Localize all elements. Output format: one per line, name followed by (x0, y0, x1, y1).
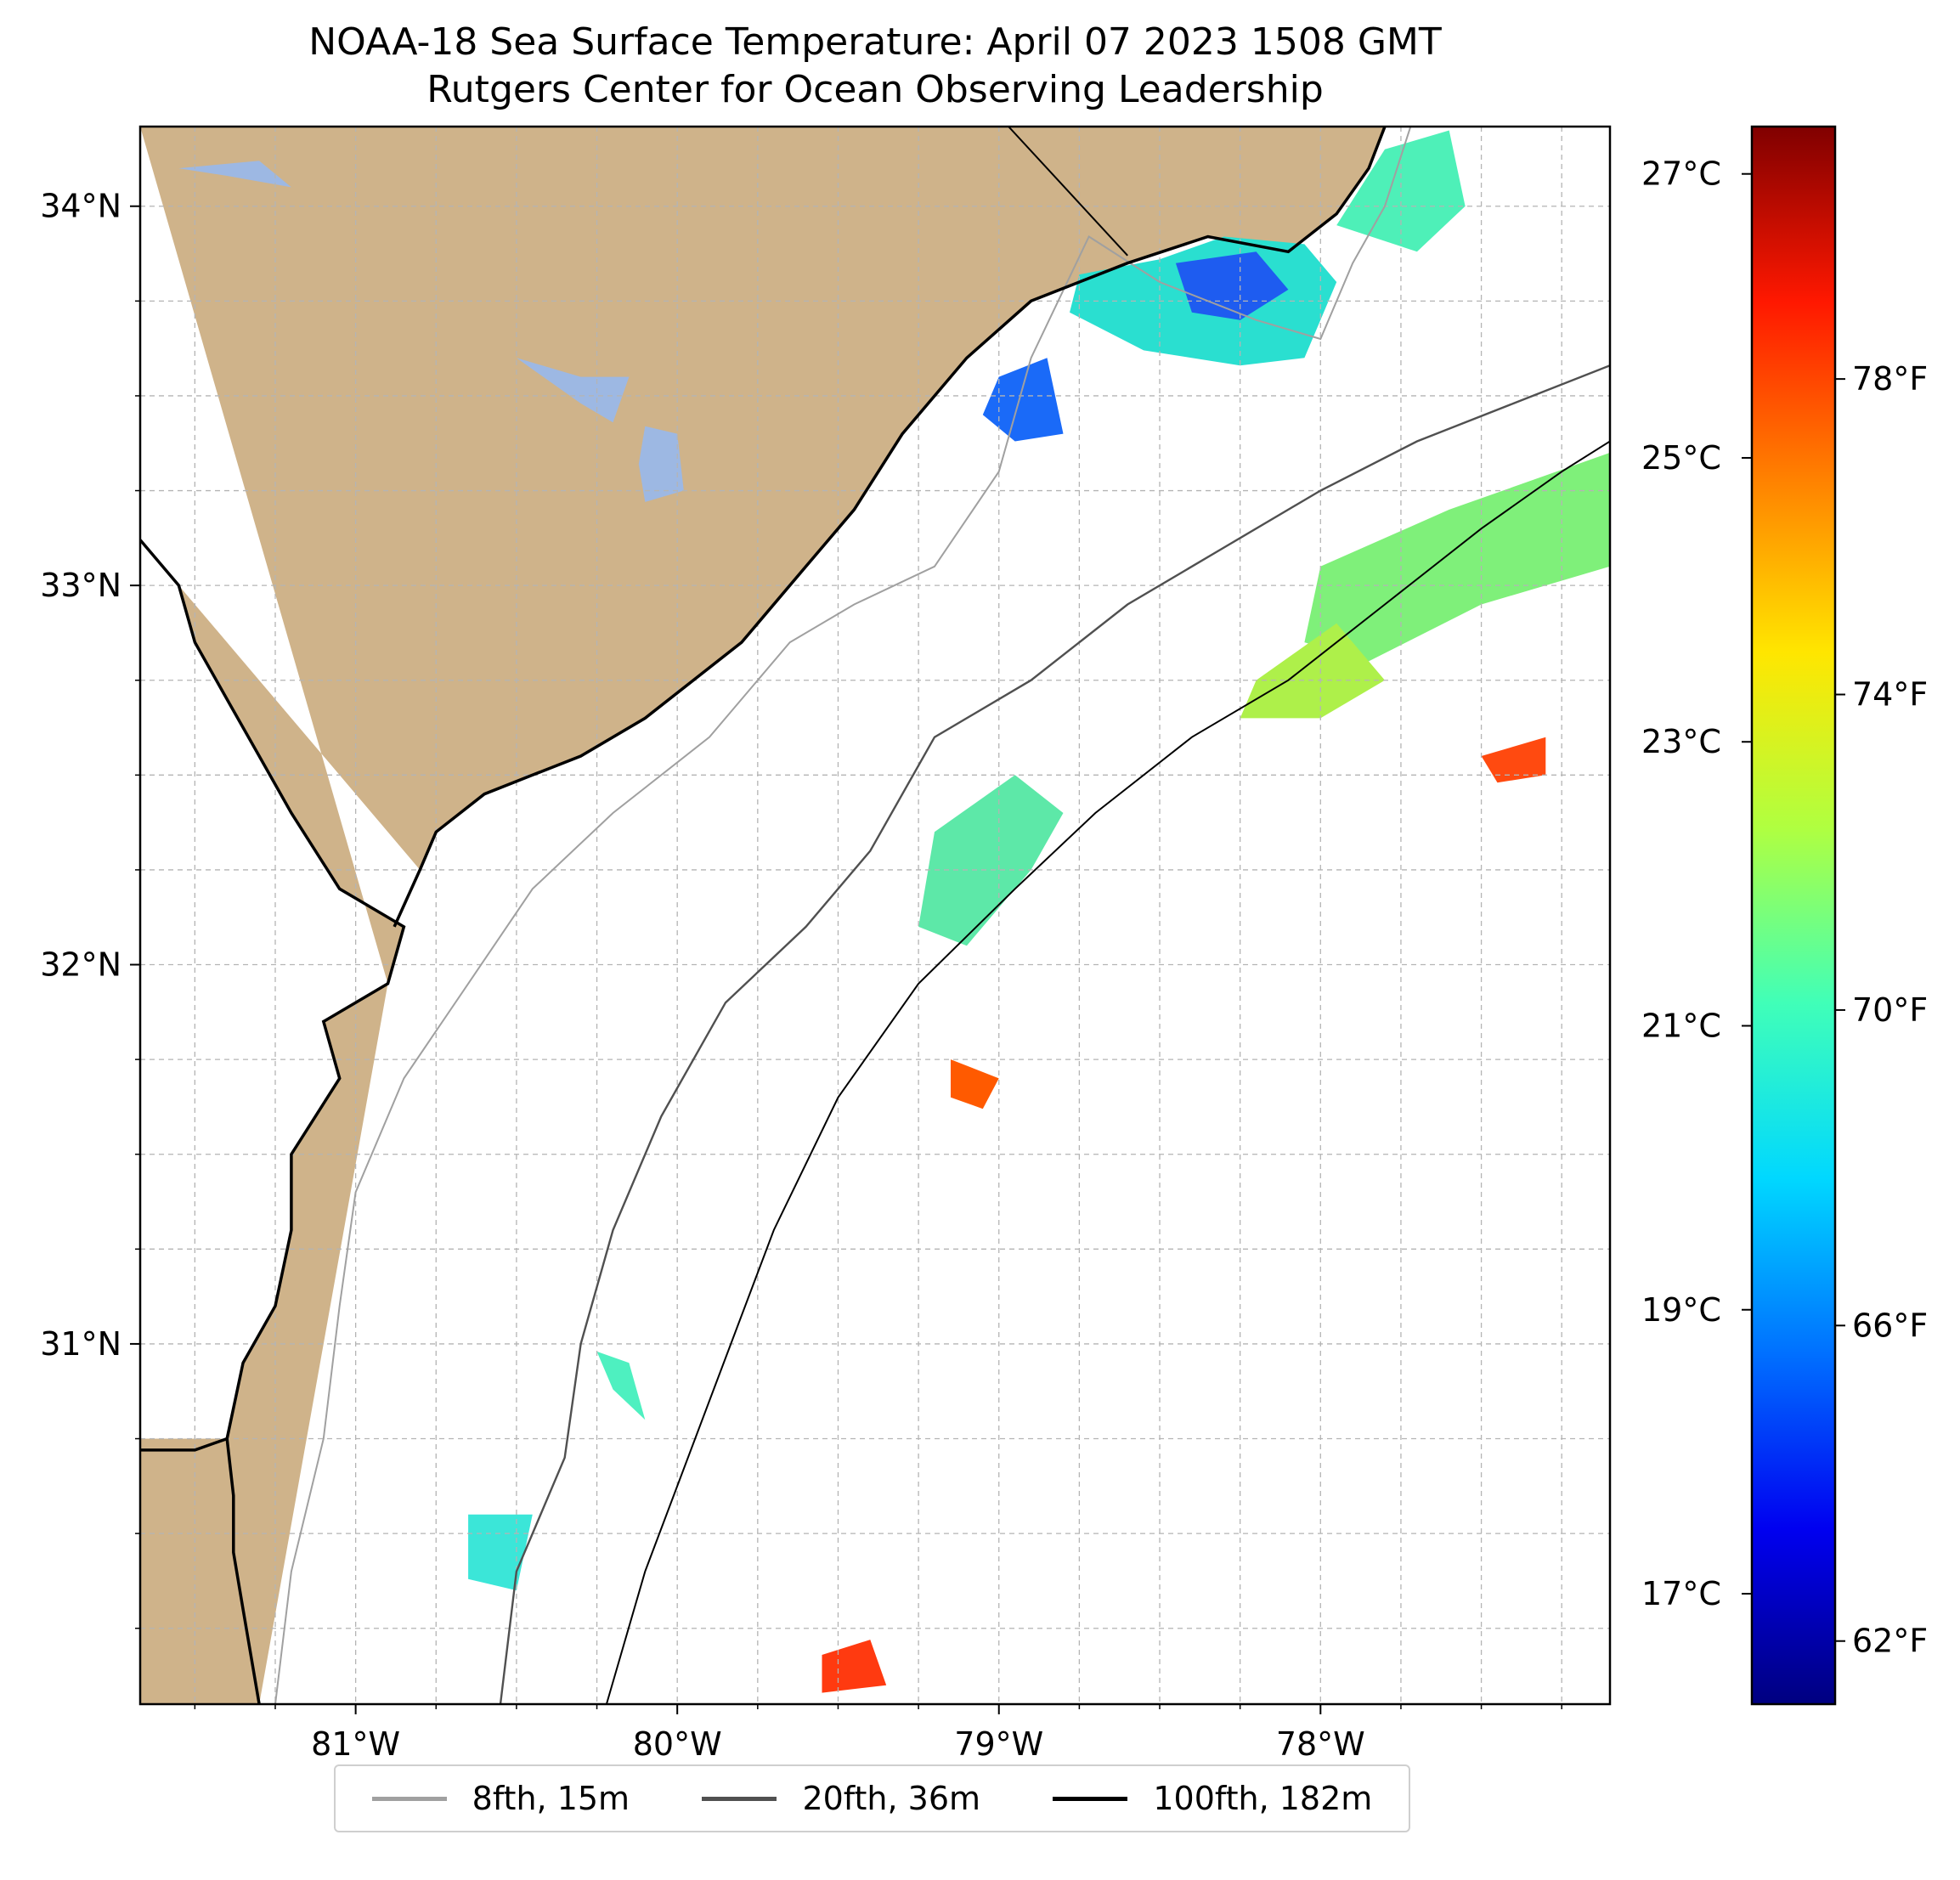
land-southeast (140, 1438, 260, 1704)
map-frame (138, 125, 1612, 1706)
legend: 8fth, 15m 20fth, 36m 100fth, 182m (334, 1764, 1410, 1832)
legend-label-20fth: 20fth, 36m (802, 1780, 981, 1817)
sst-patch-gulfstream-ne (1304, 452, 1610, 662)
lake-moultrie (638, 426, 684, 502)
lat-tick-label: 31°N (40, 1325, 121, 1363)
legend-entry-20fth: 20fth, 36m (702, 1780, 980, 1817)
sst-patch-warm-east (1481, 737, 1546, 783)
coastline-north (393, 127, 1387, 928)
legend-swatch-8fth (371, 1796, 447, 1801)
lon-tick-label: 81°W (311, 1725, 400, 1763)
isobath-20fth-line (499, 364, 1610, 1704)
lake-north (178, 161, 291, 188)
legend-entry-100fth: 100fth, 182m (1053, 1780, 1372, 1817)
sst-patch-gulfstream-s (1240, 623, 1385, 719)
lat-tick-label: 32°N (40, 946, 121, 984)
celsius-tick-label: 21°C (1641, 1007, 1721, 1044)
sst-patch-warm-mid (951, 1059, 999, 1109)
gridlines (140, 127, 1610, 1704)
lat-tick-label: 33°N (40, 567, 121, 604)
lake-marion (516, 358, 630, 423)
map-axis-ticks: 81°W 80°W 79°W 78°W 34°N 33°N 32°N 31°N (40, 188, 1562, 1763)
legend-swatch-20fth (702, 1796, 777, 1801)
lakes-layer (178, 161, 684, 502)
lon-tick-label: 78°W (1276, 1725, 1365, 1763)
sst-patch-nc-shelf (1336, 130, 1466, 252)
title-line-1: NOAA-18 Sea Surface Temperature: April 0… (308, 20, 1442, 64)
celsius-tick-label: 17°C (1641, 1575, 1721, 1612)
isobath-100fth-line (605, 440, 1610, 1704)
colorbar: 17°C 19°C 21°C 23°C 25°C 27°C 62°F 66°F 70°F 74°F… (1641, 125, 1928, 1706)
lon-tick-label: 80°W (633, 1725, 722, 1763)
sst-layer (468, 130, 1610, 1693)
legend-label-100fth: 100fth, 182m (1153, 1780, 1373, 1817)
sst-patch-mid-shelf (918, 775, 1064, 946)
fahrenheit-tick-label: 66°F (1852, 1307, 1928, 1344)
fahrenheit-tick-label: 78°F (1852, 360, 1928, 398)
sst-patch-south-1 (596, 1351, 646, 1420)
celsius-tick-label: 23°C (1641, 723, 1721, 760)
legend-label-8fth: 8fth, 15m (472, 1780, 630, 1817)
legend-swatch-100fth (1053, 1796, 1128, 1801)
land (140, 127, 1385, 984)
title-line-2: Rutgers Center for Ocean Observing Leade… (426, 68, 1324, 111)
colorbar-ticks: 17°C 19°C 21°C 23°C 25°C 27°C 62°F 66°F 70°F 74°F… (1641, 155, 1928, 1660)
coastline-south (225, 1438, 261, 1704)
celsius-tick-label: 27°C (1641, 155, 1721, 193)
map-area (140, 127, 1610, 1704)
fahrenheit-tick-label: 62°F (1852, 1623, 1928, 1660)
celsius-tick-label: 25°C (1641, 439, 1721, 477)
isobath-8fth-line (274, 127, 1412, 1704)
celsius-tick-label: 19°C (1641, 1291, 1721, 1329)
sst-patch-myrtle (982, 358, 1064, 442)
lon-tick-label: 79°W (954, 1725, 1043, 1763)
sst-patch-long-bay-core (1175, 251, 1289, 320)
fahrenheit-tick-label: 70°F (1852, 991, 1928, 1029)
coastline (140, 539, 406, 1452)
lat-tick-label: 34°N (40, 188, 121, 225)
state-border (1008, 127, 1128, 257)
legend-entry-8fth: 8fth, 15m (371, 1780, 630, 1817)
fahrenheit-tick-label: 74°F (1852, 676, 1928, 714)
colorbar-gradient (1750, 125, 1837, 1706)
